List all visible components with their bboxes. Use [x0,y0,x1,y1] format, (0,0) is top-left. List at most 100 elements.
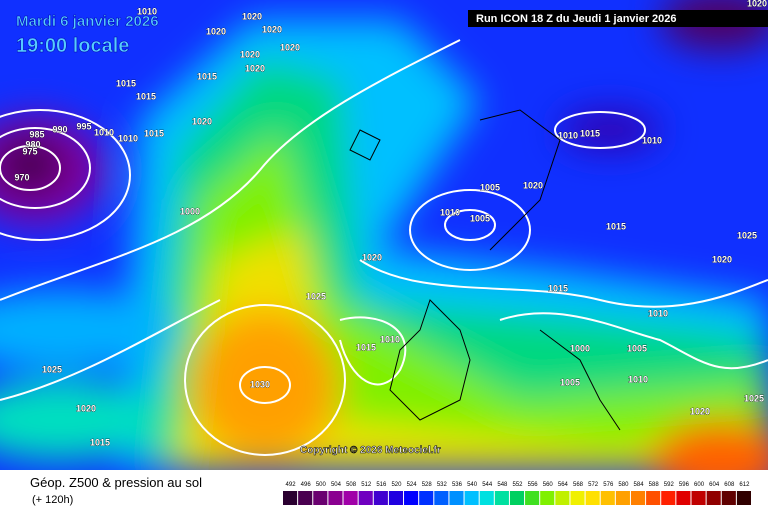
scale-label: 492 [286,482,297,488]
isobar-label: 1015 [90,437,110,447]
footer-subtitle: (+ 120h) [32,494,73,506]
scale-label: 600 [694,482,705,488]
isobar-label: 1020 [280,42,300,52]
scale-swatch [388,491,404,505]
scale-swatch [298,491,313,505]
scale-label: 524 [407,482,418,488]
isobar-label: 1005 [627,343,647,353]
scale-swatch [343,491,358,505]
isobar-label: 1015 [580,128,600,138]
scale-label: 544 [482,482,493,488]
scale-label: 548 [497,482,508,488]
map-field [0,0,768,470]
isobar-label: 980 [25,139,40,149]
footer-title: Géop. Z500 & pression au sol [30,475,202,490]
scale-swatch [691,491,706,505]
scale-swatch [540,491,555,505]
scale-label: 580 [618,482,629,488]
scale-swatch [358,491,373,505]
scale-label: 560 [543,482,554,488]
isobar-label: 1020 [262,24,282,34]
scale-label: 552 [512,482,523,488]
isobar-label: 1015 [606,221,626,231]
scale-swatch [615,491,630,505]
scale-swatch [494,491,509,505]
scale-label: 504 [331,482,342,488]
isobar-label: 1030 [250,379,270,389]
isobar-label: 1010 [94,127,114,137]
isobar-label: 1010 [440,207,460,217]
isobar-label: 1015 [136,91,156,101]
scale-label: 592 [664,482,675,488]
scale-label: 612 [739,482,750,488]
scale-swatch [661,491,676,505]
isobar-label: 1020 [192,116,212,126]
scale-label: 608 [724,482,735,488]
scale-label: 528 [422,482,433,488]
isobar-label: 1015 [116,78,136,88]
scale-swatch [570,491,585,505]
scale-label: 568 [573,482,584,488]
scale-label: 496 [301,482,312,488]
isobar-label: 985 [29,129,44,139]
scale-label: 604 [709,482,720,488]
scale-label: 584 [634,482,645,488]
map-time: 19:00 locale [16,35,129,57]
isobar-label: 1005 [480,182,500,192]
isobar-label: 1020 [523,180,543,190]
scale-label: 576 [603,482,614,488]
scale-label: 512 [361,482,372,488]
isobar-label: 1005 [560,377,580,387]
scale-swatch [600,491,615,505]
isobar-label: 1020 [712,254,732,264]
scale-swatch [373,491,388,505]
scale-label: 516 [376,482,387,488]
isobar-label: 1015 [197,71,217,81]
isobar-label: 1015 [144,128,164,138]
run-info: Run ICON 18 Z du Jeudi 1 janvier 2026 [476,13,677,25]
scale-swatch [313,491,328,505]
scale-swatch [706,491,721,505]
scale-swatch [585,491,600,505]
scale-label: 564 [558,482,569,488]
scale-swatch [676,491,691,505]
isobar-label: 1020 [242,11,262,21]
isobar-label: 990 [52,124,67,134]
scale-swatch [630,491,646,505]
isobar-label: 1020 [747,0,767,8]
isobar-label: 1020 [76,403,96,413]
scale-swatch [721,491,736,505]
isobar-label: 1020 [206,26,226,36]
map-date: Mardi 6 janvier 2026 [16,13,159,30]
scale-label: 572 [588,482,599,488]
scale-swatch [283,491,298,505]
isobar-label: 1020 [690,406,710,416]
scale-swatch [464,491,479,505]
scale-label: 520 [391,482,402,488]
scale-label: 532 [437,482,448,488]
isobar-label: 1015 [548,283,568,293]
isobar-label: 1025 [306,291,326,301]
isobar-label: 1010 [558,130,578,140]
scale-swatch [509,491,525,505]
scale-swatch [525,491,540,505]
isobar-label: 1000 [180,206,200,216]
isobar-label: 975 [22,146,37,156]
scale-label: 596 [679,482,690,488]
isobar-label: 1020 [362,252,382,262]
scale-label: 500 [316,482,327,488]
scale-swatch [736,491,751,505]
isobar-label: 1015 [356,342,376,352]
scale-swatch [404,491,419,505]
isobar-label: 1025 [737,230,757,240]
scale-label: 588 [649,482,660,488]
isobar-label: 1010 [137,6,157,16]
isobar-label: 995 [76,121,91,131]
scale-label: 540 [467,482,478,488]
scale-swatch [555,491,570,505]
isobar-label: 1010 [118,133,138,143]
scale-swatch [479,491,494,505]
scale-swatch [449,491,464,505]
